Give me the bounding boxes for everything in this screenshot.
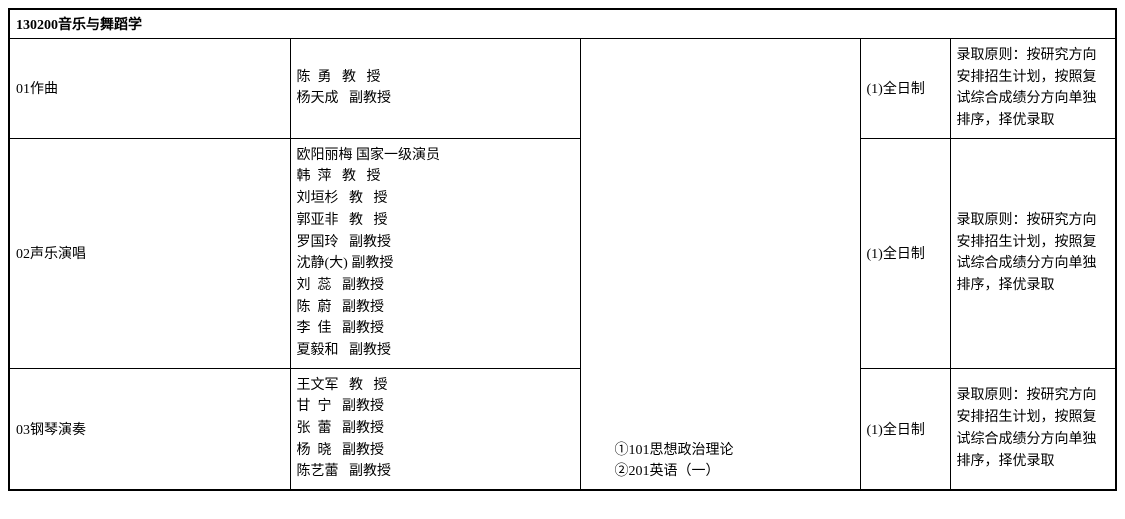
direction-code: 01作曲 (10, 39, 290, 138)
faculty-line: 陈艺蕾 副教授 (297, 461, 574, 483)
table-row: 02声乐演唱 欧阳丽梅 国家一级演员 韩 萍 教 授 刘垣杉 教 授 郭亚非 教… (10, 138, 1115, 368)
exam-cell: ①101思想政治理论 ②201英语（一） (580, 368, 860, 489)
faculty-line: 刘垣杉 教 授 (297, 188, 574, 210)
faculty-line: 夏毅和 副教授 (297, 340, 574, 362)
faculty-line: 韩 萍 教 授 (297, 166, 574, 188)
faculty-line: 刘 蕊 副教授 (297, 275, 574, 297)
exam-cell (580, 138, 860, 368)
catalog-table: 130200音乐与舞蹈学 01作曲 陈 勇 教 授 杨天成 副教授 (1)全日制… (8, 8, 1117, 491)
directions-table: 01作曲 陈 勇 教 授 杨天成 副教授 (1)全日制 录取原则：按研究方向安排… (10, 39, 1115, 489)
faculty-line: 王文军 教 授 (297, 375, 574, 397)
faculty-line: 张 蕾 副教授 (297, 418, 574, 440)
admission-note: 录取原则：按研究方向安排招生计划，按照复试综合成绩分方向单独排序，择优录取 (950, 368, 1115, 489)
table-row: 03钢琴演奏 王文军 教 授 甘 宁 副教授 张 蕾 副教授 杨 晓 副教授 陈… (10, 368, 1115, 489)
faculty-line: 罗国玲 副教授 (297, 232, 574, 254)
discipline-header: 130200音乐与舞蹈学 (10, 10, 1115, 39)
faculty-cell: 陈 勇 教 授 杨天成 副教授 (290, 39, 580, 138)
study-mode: (1)全日制 (860, 39, 950, 138)
study-mode: (1)全日制 (860, 138, 950, 368)
table-row: 01作曲 陈 勇 教 授 杨天成 副教授 (1)全日制 录取原则：按研究方向安排… (10, 39, 1115, 138)
direction-code: 02声乐演唱 (10, 138, 290, 368)
faculty-line: 李 佳 副教授 (297, 318, 574, 340)
exam-cell (580, 39, 860, 138)
admission-note: 录取原则：按研究方向安排招生计划，按照复试综合成绩分方向单独排序，择优录取 (950, 39, 1115, 138)
exam-subjects: ①101思想政治理论 ②201英语（一） (587, 440, 854, 483)
faculty-cell: 王文军 教 授 甘 宁 副教授 张 蕾 副教授 杨 晓 副教授 陈艺蕾 副教授 (290, 368, 580, 489)
faculty-line: 陈 勇 教 授 (297, 67, 574, 89)
faculty-line: 陈 蔚 副教授 (297, 297, 574, 319)
faculty-line: 郭亚非 教 授 (297, 210, 574, 232)
faculty-line: 欧阳丽梅 国家一级演员 (297, 145, 574, 167)
faculty-line: 沈静(大) 副教授 (297, 253, 574, 275)
admission-note: 录取原则：按研究方向安排招生计划，按照复试综合成绩分方向单独排序，择优录取 (950, 138, 1115, 368)
faculty-line: 杨 晓 副教授 (297, 440, 574, 462)
faculty-line: 杨天成 副教授 (297, 88, 574, 110)
faculty-line: 甘 宁 副教授 (297, 396, 574, 418)
faculty-cell: 欧阳丽梅 国家一级演员 韩 萍 教 授 刘垣杉 教 授 郭亚非 教 授 罗国玲 … (290, 138, 580, 368)
study-mode: (1)全日制 (860, 368, 950, 489)
direction-code: 03钢琴演奏 (10, 368, 290, 489)
